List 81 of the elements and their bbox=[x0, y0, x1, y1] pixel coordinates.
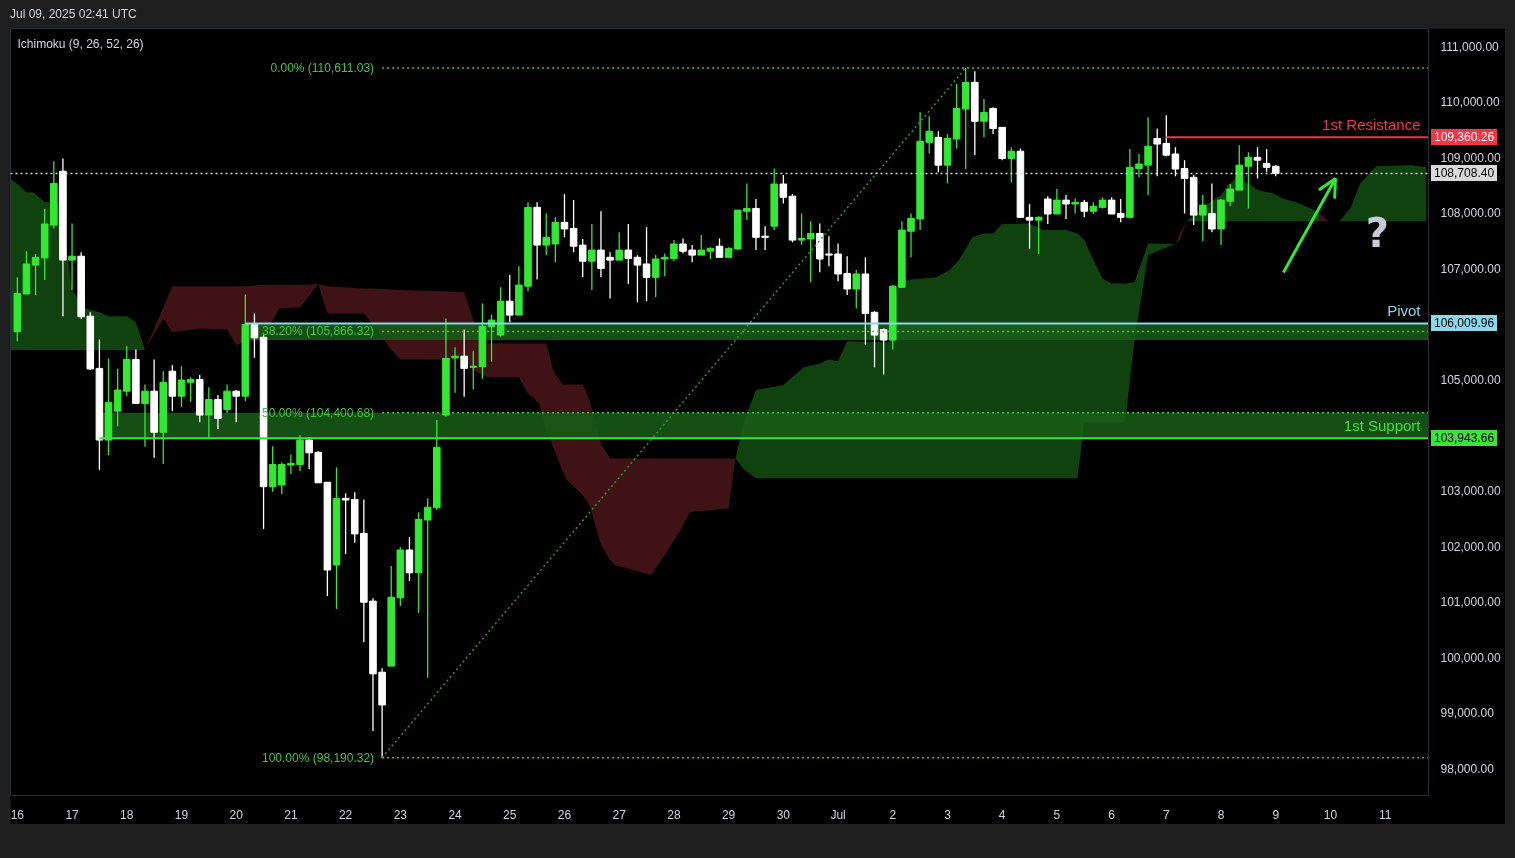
x-tick-label: 5 bbox=[1053, 807, 1061, 822]
candlestick bbox=[615, 231, 623, 261]
candlestick bbox=[779, 174, 788, 205]
y-tick-label: 107,000.00 bbox=[1440, 261, 1501, 276]
annotation: Ichimoku (9, 26, 52, 26) bbox=[17, 36, 144, 51]
x-tick-label: 6 bbox=[1108, 807, 1116, 822]
x-tick-label: 17 bbox=[65, 807, 80, 822]
candlestick bbox=[715, 237, 724, 258]
x-tick-label: 24 bbox=[448, 807, 463, 822]
candlestick bbox=[1007, 146, 1016, 183]
candlestick bbox=[1208, 182, 1216, 233]
data-label: 106,009.96 bbox=[1434, 314, 1495, 331]
y-tick-label: 105,000.00 bbox=[1440, 373, 1501, 388]
x-tick-label: 25 bbox=[503, 807, 517, 822]
x-tick-label: 20 bbox=[229, 807, 244, 822]
x-tick-label: 22 bbox=[338, 807, 353, 822]
series-label: Pivot bbox=[1387, 302, 1422, 320]
y-tick-label: 109,000.00 bbox=[1440, 150, 1501, 165]
candlestick bbox=[505, 274, 514, 323]
y-tick-label: 111,000.00 bbox=[1440, 39, 1500, 54]
x-tick-label: Jul bbox=[830, 807, 846, 822]
candlestick bbox=[1034, 215, 1043, 255]
candlestick bbox=[1253, 146, 1262, 180]
x-tick-label: 3 bbox=[944, 807, 952, 822]
candlestick bbox=[68, 222, 76, 291]
y-tick-label: 102,000.00 bbox=[1440, 539, 1501, 554]
candlestick bbox=[1044, 195, 1052, 225]
y-tick-label: 108,000.00 bbox=[1440, 206, 1501, 221]
x-tick-label: 18 bbox=[120, 807, 134, 822]
x-tick-label: 4 bbox=[998, 807, 1006, 822]
data-label: 103,943.66 bbox=[1434, 429, 1495, 446]
data-label: 100.00% (98,190.32) bbox=[262, 750, 375, 765]
candlestick bbox=[250, 312, 259, 359]
y-tick-label: 103,000.00 bbox=[1440, 484, 1501, 499]
data-label: 38.20% (105,866.32) bbox=[262, 324, 375, 339]
candlestick bbox=[177, 365, 186, 408]
data-label: 108,708.40 bbox=[1434, 165, 1495, 181]
x-tick-label: 7 bbox=[1162, 807, 1170, 822]
candlestick bbox=[1053, 188, 1061, 215]
x-tick-label: 11 bbox=[1378, 807, 1392, 822]
candlestick bbox=[560, 193, 569, 238]
x-tick-label: 27 bbox=[612, 807, 627, 822]
series-label: 1st Resistance bbox=[1322, 116, 1421, 134]
x-tick-label: 8 bbox=[1217, 807, 1225, 822]
candlestick bbox=[642, 226, 651, 302]
x-tick-label: 26 bbox=[557, 807, 572, 822]
candlestick bbox=[1062, 194, 1070, 220]
x-tick-label: 10 bbox=[1323, 807, 1338, 822]
candlestick bbox=[232, 389, 240, 423]
candlestick bbox=[223, 383, 231, 414]
candlestick bbox=[460, 328, 468, 398]
candlestick bbox=[852, 269, 861, 310]
x-tick-label: 23 bbox=[393, 807, 408, 822]
data-label: 109,360.26 bbox=[1434, 128, 1495, 145]
candlestick bbox=[1071, 197, 1079, 215]
x-tick-label: 28 bbox=[667, 807, 681, 822]
series-label: 1st Support bbox=[1343, 417, 1422, 435]
candlestick bbox=[1025, 203, 1034, 250]
candlestick bbox=[588, 223, 596, 291]
y-tick-label: 99,000.00 bbox=[1440, 706, 1495, 721]
candlestick bbox=[214, 394, 222, 430]
y-tick-label: 101,000.00 bbox=[1440, 595, 1501, 610]
y-tick-label: 110,000.00 bbox=[1440, 95, 1500, 110]
candlestick bbox=[186, 376, 195, 403]
x-tick-label: 9 bbox=[1272, 807, 1280, 822]
candlestick bbox=[1171, 146, 1180, 177]
candlestick bbox=[980, 98, 988, 139]
candlestick bbox=[405, 536, 414, 582]
candlestick bbox=[1199, 194, 1207, 242]
x-tick-label: 29 bbox=[721, 807, 736, 822]
y-tick-label: 98,000.00 bbox=[1440, 761, 1495, 776]
data-label: 0.00% (110,611.03) bbox=[270, 60, 375, 75]
x-tick-label: 19 bbox=[174, 807, 189, 822]
x-tick-label: 30 bbox=[776, 807, 791, 822]
x-tick-label: 2 bbox=[889, 807, 897, 822]
y-tick-label: 100,000.00 bbox=[1440, 650, 1501, 665]
x-tick-label: 21 bbox=[284, 807, 298, 822]
x-tick-label: 16 bbox=[10, 807, 25, 822]
chart-title: Jul 09, 2025 02:41 UTC bbox=[10, 6, 137, 23]
annotation: ? bbox=[1365, 210, 1390, 257]
candlestick bbox=[879, 327, 888, 376]
